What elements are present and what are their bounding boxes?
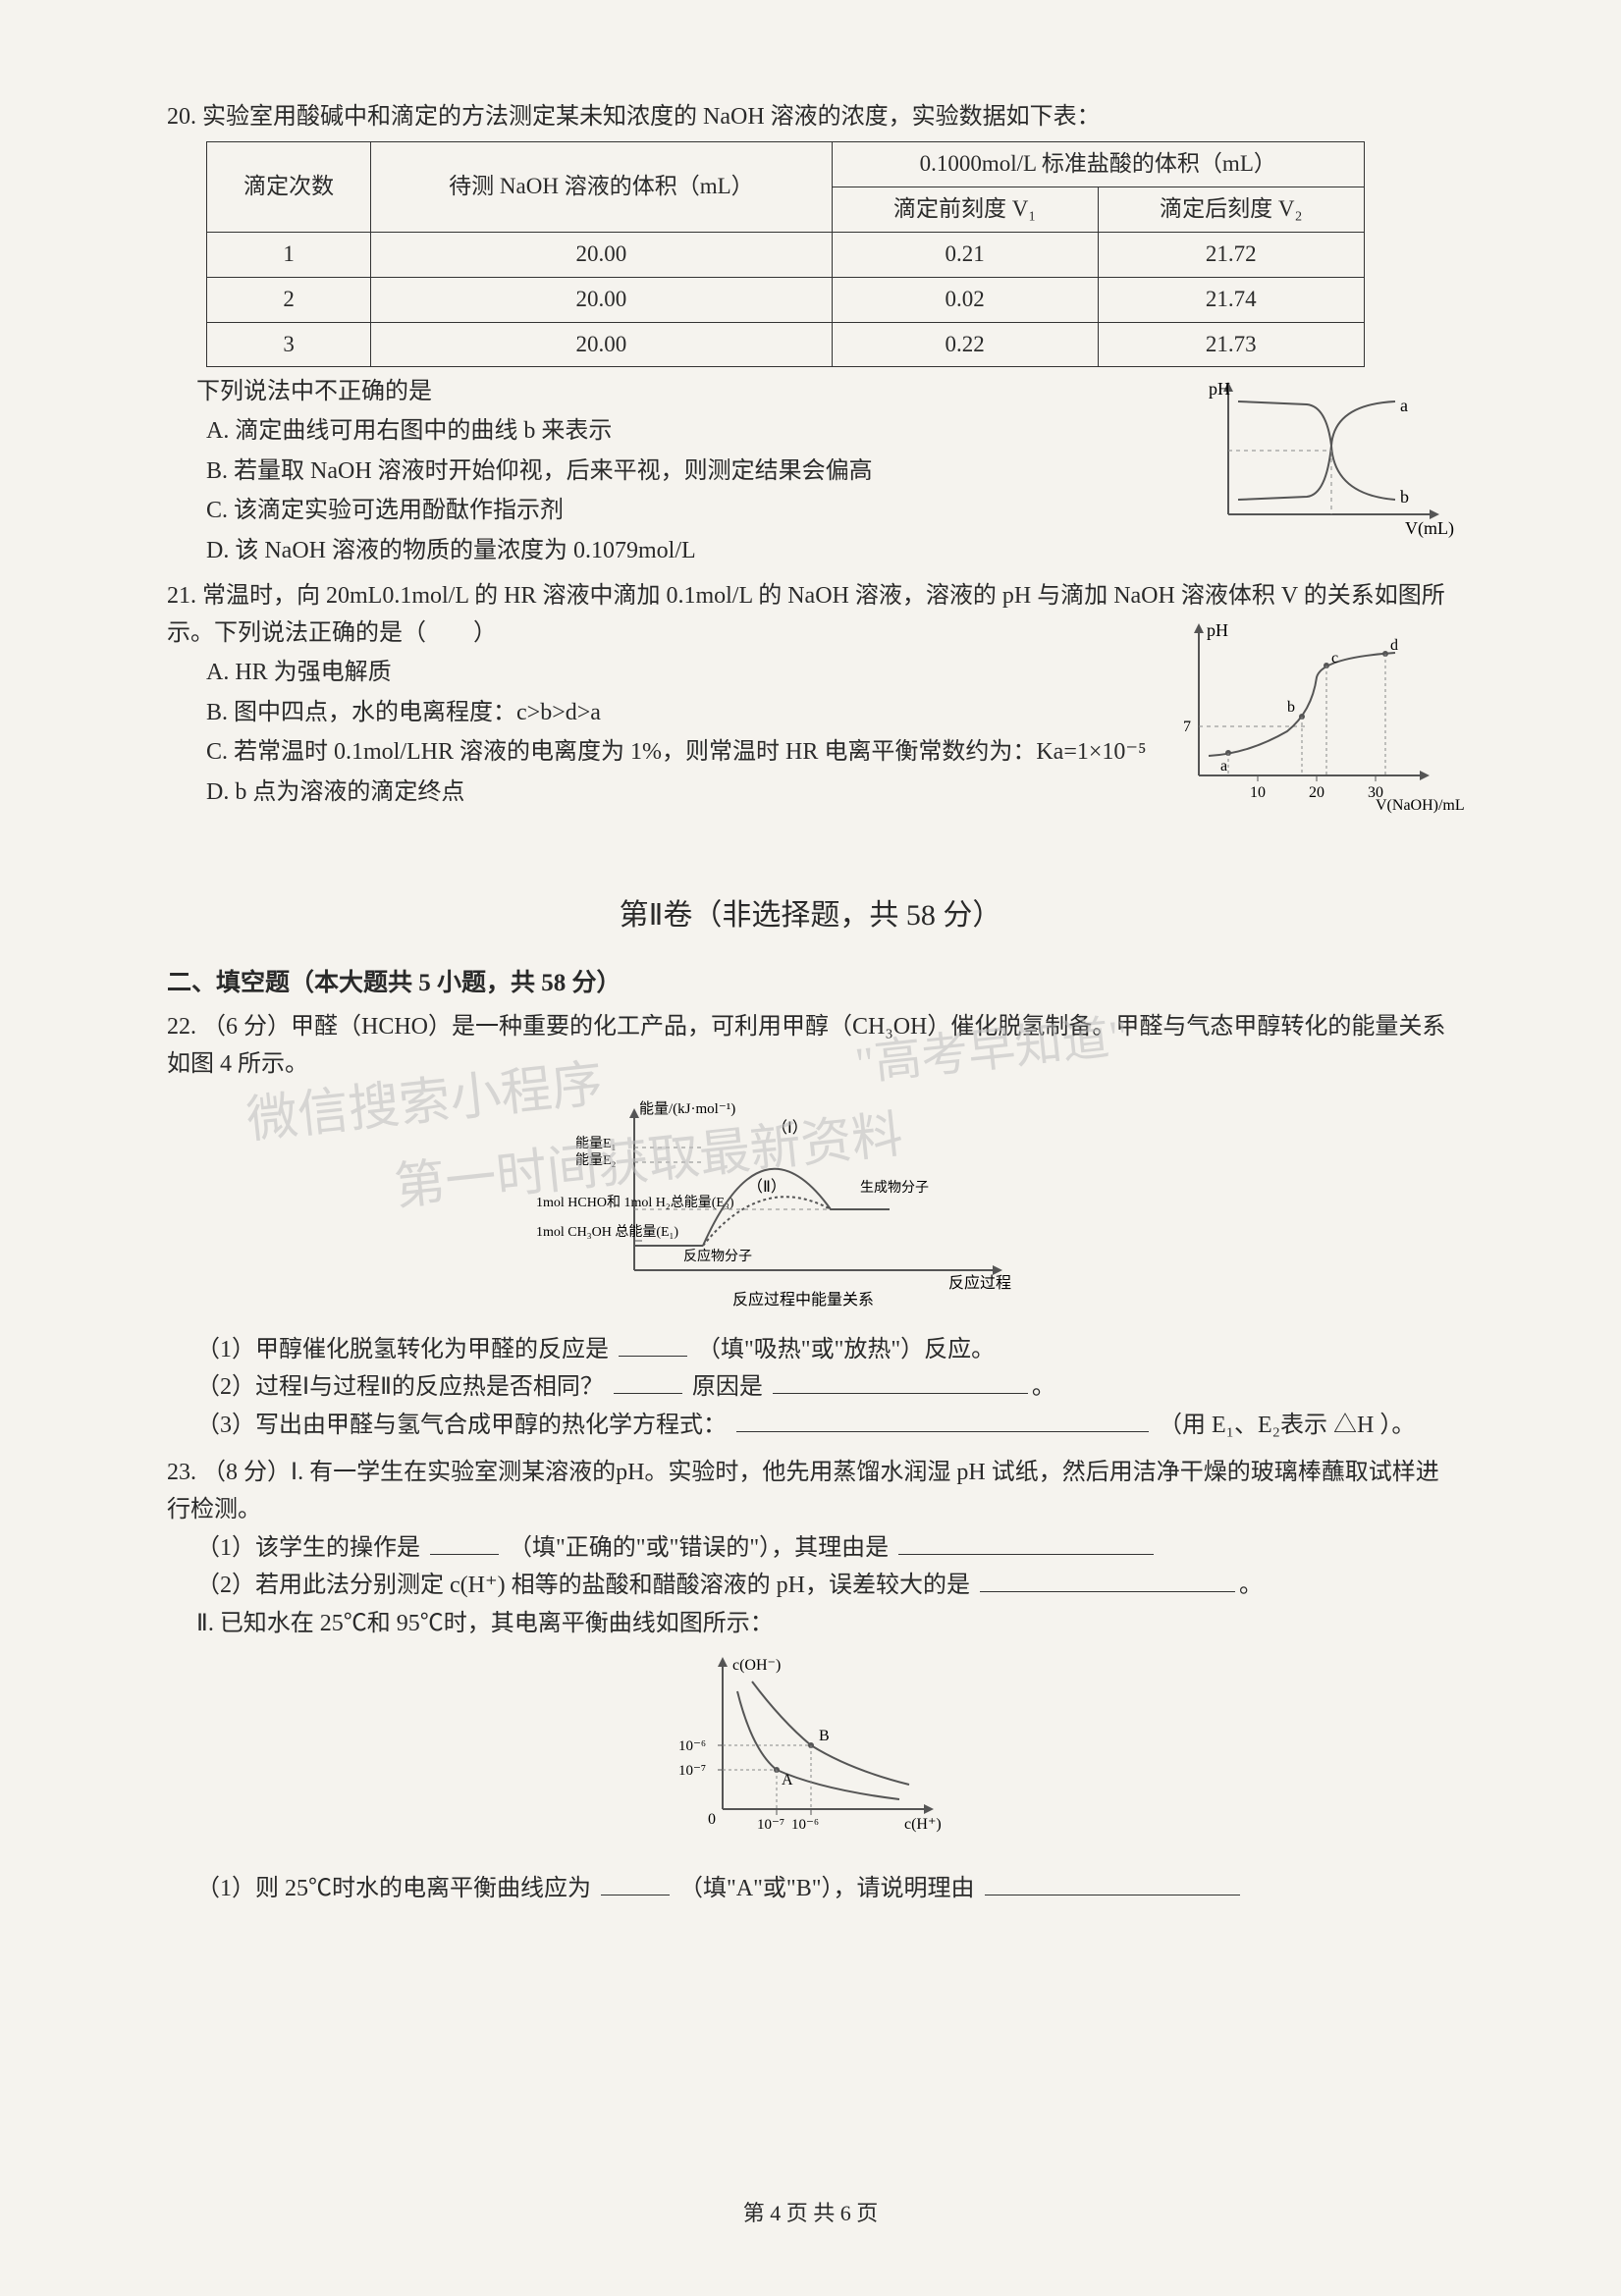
svg-text:反应过程: 反应过程: [948, 1273, 1011, 1292]
svg-text:V(NaOH)/mL: V(NaOH)/mL: [1376, 797, 1465, 814]
svg-text:20: 20: [1309, 784, 1324, 801]
svg-text:1mol CH₃OH 总能量(E₁): 1mol CH₃OH 总能量(E₁): [536, 1224, 678, 1240]
svg-text:30: 30: [1368, 784, 1383, 801]
svg-text:B: B: [819, 1728, 830, 1744]
q20: 20. 实验室用酸碱中和滴定的方法测定某未知浓度的 NaOH 溶液的浓度，实验数…: [167, 98, 1454, 571]
q21-num: 21.: [167, 583, 196, 609]
blank: [430, 1531, 499, 1555]
blank: [898, 1531, 1154, 1555]
q23-sub1: （1）该学生的操作是 （填"正确的"或"错误的"），其理由是: [196, 1529, 1454, 1567]
svg-text:1mol HCHO和 1mol H₂总能量(E₃): 1mol HCHO和 1mol H₂总能量(E₃): [536, 1195, 734, 1210]
q20-diagram: pH V(mL) a b: [1199, 377, 1454, 556]
q23-text: （8 分）Ⅰ. 有一学生在实验室测某溶液的pH。实验时，他先用蒸馏水润湿 pH …: [167, 1460, 1439, 1522]
svg-text:（Ⅱ）: （Ⅱ）: [747, 1178, 786, 1196]
svg-text:生成物分子: 生成物分子: [860, 1180, 929, 1196]
blank: [980, 1569, 1235, 1592]
th-c2: 待测 NaOH 溶液的体积（mL）: [371, 142, 832, 233]
th-c3: 0.1000mol/L 标准盐酸的体积（mL）: [832, 142, 1364, 187]
svg-text:7: 7: [1183, 719, 1191, 735]
svg-text:（Ⅰ）: （Ⅰ）: [772, 1119, 808, 1137]
q21-diagram: pH V(NaOH)/mL 10 20 30 7 a b: [1160, 618, 1454, 827]
q22-sub2: （2）过程Ⅰ与过程Ⅱ的反应热是否相同？ 原因是 。: [196, 1368, 1454, 1406]
blank: [736, 1409, 1149, 1432]
q23: 23. （8 分）Ⅰ. 有一学生在实验室测某溶液的pH。实验时，他先用蒸馏水润湿…: [167, 1454, 1454, 1908]
svg-text:d: d: [1390, 637, 1398, 654]
table-row: 2 20.00 0.02 21.74: [207, 277, 1365, 322]
svg-text:A: A: [782, 1772, 793, 1789]
svg-text:b: b: [1287, 699, 1295, 716]
svg-text:pH: pH: [1207, 620, 1228, 640]
svg-text:a: a: [1220, 758, 1227, 774]
q22-num: 22.: [167, 1014, 196, 1040]
q20-text: 实验室用酸碱中和滴定的方法测定某未知浓度的 NaOH 溶液的浓度，实验数据如下表…: [202, 104, 1101, 130]
svg-text:能量E₂: 能量E₂: [575, 1152, 617, 1168]
svg-text:c(OH⁻): c(OH⁻): [732, 1657, 781, 1674]
q22: 22. （6 分）甲醛（HCHO）是一种重要的化工产品，可利用甲醇（CH₃OH）…: [167, 1008, 1454, 1444]
q22-diagram: 能量/(kJ·mol⁻¹) 反应过程 1mol CH₃OH 总能量(E₁) 1m…: [167, 1094, 1454, 1321]
blank: [773, 1370, 1028, 1394]
svg-text:c(H⁺): c(H⁺): [904, 1816, 942, 1833]
q23-part2: Ⅱ. 已知水在 25℃和 95℃时，其电离平衡曲线如图所示：: [196, 1605, 1454, 1642]
th-c3b: 滴定后刻度 V₂: [1098, 187, 1364, 233]
q23-sub3: （1）则 25℃时水的电离平衡曲线应为 （填"A"或"B"），请说明理由: [196, 1870, 1454, 1907]
svg-text:pH: pH: [1209, 379, 1230, 399]
q23-diagram: c(OH⁻) c(H⁺) 0 10⁻⁶ 10⁻⁷ 10⁻⁷ 10⁻⁶ A: [167, 1652, 1454, 1860]
q23-num: 23.: [167, 1460, 196, 1485]
svg-text:反应物分子: 反应物分子: [683, 1248, 752, 1264]
svg-text:能量/(kJ·mol⁻¹): 能量/(kJ·mol⁻¹): [639, 1100, 735, 1117]
blank: [614, 1370, 682, 1394]
page-footer: 第 4 页 共 6 页: [0, 2196, 1621, 2227]
q22-sub3: （3）写出由甲醛与氢气合成甲醇的热化学方程式： （用 E₁、E₂表示 △H ）。: [196, 1407, 1454, 1444]
svg-text:10⁻⁶: 10⁻⁶: [678, 1738, 706, 1754]
svg-text:10⁻⁷: 10⁻⁷: [678, 1763, 706, 1779]
q23-sub2: （2）若用此法分别测定 c(H⁺) 相等的盐酸和醋酸溶液的 pH，误差较大的是 …: [196, 1567, 1454, 1604]
q22-sub1: （1）甲醇催化脱氢转化为甲醛的反应是 （填"吸热"或"放热"）反应。: [196, 1331, 1454, 1368]
q20-table: 滴定次数 待测 NaOH 溶液的体积（mL） 0.1000mol/L 标准盐酸的…: [206, 141, 1365, 367]
section2-title: 第Ⅱ卷（非选择题，共 58 分）: [167, 890, 1454, 934]
th-c1: 滴定次数: [207, 142, 371, 233]
table-row: 3 20.00 0.22 21.73: [207, 322, 1365, 367]
svg-text:a: a: [1400, 396, 1408, 415]
svg-text:10⁻⁷: 10⁻⁷: [757, 1817, 784, 1833]
table-row: 1 20.00 0.21 21.72: [207, 232, 1365, 277]
blank: [601, 1872, 670, 1896]
svg-text:b: b: [1400, 487, 1409, 507]
svg-text:10: 10: [1250, 784, 1266, 801]
svg-text:10⁻⁶: 10⁻⁶: [791, 1817, 819, 1833]
svg-text:c: c: [1331, 650, 1338, 667]
svg-text:V(mL): V(mL): [1405, 518, 1454, 539]
q22-text: （6 分）甲醛（HCHO）是一种重要的化工产品，可利用甲醇（CH₃OH）催化脱氢…: [167, 1014, 1445, 1077]
svg-text:0: 0: [708, 1811, 716, 1828]
blank: [619, 1333, 687, 1357]
svg-text:能量E₁: 能量E₁: [575, 1136, 616, 1151]
q20-num: 20.: [167, 104, 196, 130]
q21: 21. 常温时，向 20mL0.1mol/L 的 HR 溶液中滴加 0.1mol…: [167, 577, 1454, 831]
section2-sub: 二、填空题（本大题共 5 小题，共 58 分）: [167, 963, 1454, 998]
blank: [985, 1872, 1240, 1896]
svg-text:反应过程中能量关系: 反应过程中能量关系: [732, 1290, 874, 1308]
page-content: 20. 实验室用酸碱中和滴定的方法测定某未知浓度的 NaOH 溶液的浓度，实验数…: [167, 98, 1454, 1908]
th-c3a: 滴定前刻度 V₁: [832, 187, 1098, 233]
